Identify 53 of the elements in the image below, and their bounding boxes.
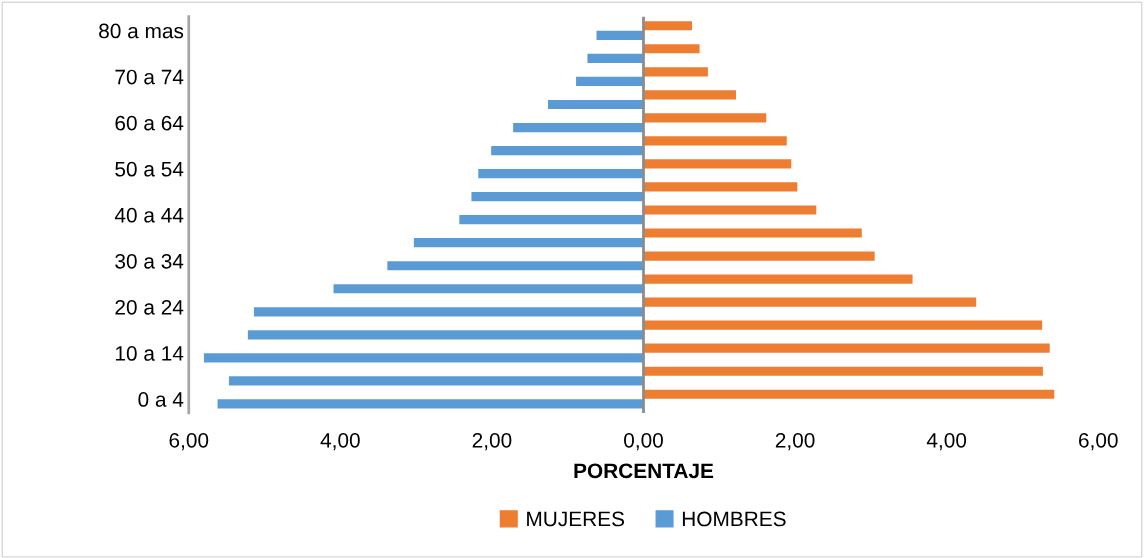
bar [478, 169, 644, 179]
bar [247, 330, 644, 340]
bar [459, 215, 644, 225]
x-tick-label: 2,00 [775, 432, 815, 451]
y-tick-label: 20 a 24 [115, 299, 184, 315]
bar [643, 228, 862, 238]
bar [643, 159, 792, 169]
bar [643, 136, 787, 146]
x-tick-label: 6,00 [1079, 432, 1118, 451]
bar [217, 399, 644, 409]
bar [203, 353, 644, 363]
bar [471, 192, 644, 202]
y-tick-label: 30 a 34 [115, 253, 184, 269]
x-axis-title: PORCENTAJE [574, 463, 714, 479]
bar [643, 389, 1055, 399]
y-tick-label: 50 a 54 [115, 161, 184, 177]
x-tick-label: 2,00 [472, 432, 512, 451]
y-tick-label: 70 a 74 [115, 69, 184, 85]
bar [413, 238, 644, 248]
bar [643, 182, 798, 192]
bar [333, 284, 644, 294]
x-tick-label: 4,00 [320, 432, 360, 451]
bar [387, 261, 644, 271]
y-tick-label: 80 a mas [99, 23, 184, 39]
bar [491, 145, 644, 156]
bar [643, 90, 736, 100]
bar [576, 76, 644, 87]
x-tick-label: 4,00 [926, 432, 967, 451]
bar [643, 67, 708, 77]
y-tick-label: 0 a 4 [138, 392, 184, 407]
y-tick-label: 60 a 64 [115, 115, 184, 131]
y-tick-label: 40 a 44 [114, 207, 184, 223]
bar [643, 320, 1043, 330]
x-tick-label: 0,00 [624, 432, 663, 451]
legend-label: HOMBRES [682, 511, 786, 527]
legend-label: MUJERES [527, 511, 625, 527]
bar [513, 122, 644, 133]
bar [643, 274, 913, 284]
bar [587, 53, 644, 64]
bar [643, 366, 1043, 376]
bar [643, 44, 700, 54]
y-tick-label: 10 a 14 [115, 346, 184, 361]
bar [643, 205, 817, 215]
bar [643, 113, 767, 123]
bar [253, 307, 644, 317]
bar [596, 30, 644, 40]
bar [643, 21, 693, 31]
bar [228, 376, 644, 386]
x-tick-label: 6,00 [169, 432, 209, 451]
bar [548, 99, 644, 110]
bar [643, 343, 1050, 353]
bar [643, 251, 875, 261]
bar [643, 297, 977, 307]
